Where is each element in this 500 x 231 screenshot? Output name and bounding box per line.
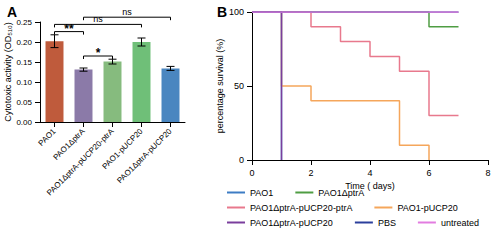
svg-text:Time ( days): Time ( days) [345,181,395,192]
svg-text:PAO1ΔptrA: PAO1ΔptrA [51,126,87,162]
svg-text:PAO1ΔptrA-pUCP20-ptrA: PAO1ΔptrA-pUCP20-ptrA [45,126,116,198]
svg-text:PAO1: PAO1 [250,188,273,198]
svg-text:6: 6 [426,168,431,178]
svg-text:0: 0 [239,155,244,165]
svg-text:PAO1ΔptrA-pUCP20-ptrA: PAO1ΔptrA-pUCP20-ptrA [250,203,352,213]
svg-text:50: 50 [234,81,244,91]
svg-text:*: * [96,46,101,60]
svg-text:untreated: untreated [441,218,479,228]
svg-text:PAO1: PAO1 [37,126,58,147]
svg-text:0.05: 0.05 [16,98,32,107]
svg-text:Cytotoxic activity (OD₅₁₀): Cytotoxic activity (OD₅₁₀) [3,22,13,121]
svg-text:0.15: 0.15 [16,58,32,67]
svg-text:0.25: 0.25 [16,18,32,27]
svg-text:4: 4 [367,168,372,178]
svg-text:0.00: 0.00 [16,118,32,127]
svg-text:percentage survival (%): percentage survival (%) [215,39,225,134]
svg-text:PAO1-pUCP20: PAO1-pUCP20 [397,203,457,213]
svg-text:PBS: PBS [378,218,396,228]
svg-text:ns: ns [122,7,132,17]
svg-text:0.10: 0.10 [16,78,32,87]
svg-text:0.20: 0.20 [16,38,32,47]
svg-text:ns: ns [93,14,103,24]
svg-text:PAO1ΔptrA-pUCP20: PAO1ΔptrA-pUCP20 [115,126,174,185]
svg-text:B: B [217,4,227,20]
svg-text:8: 8 [485,168,490,178]
svg-text:PAO1ΔptrA: PAO1ΔptrA [318,188,364,198]
svg-text:2: 2 [308,168,313,178]
svg-text:0: 0 [249,168,254,178]
svg-text:**: ** [64,22,74,36]
svg-text:PAO1-pUCP20: PAO1-pUCP20 [100,126,145,172]
svg-text:A: A [7,4,17,20]
svg-text:100: 100 [229,7,244,17]
svg-text:PAO1ΔptrA-pUCP20: PAO1ΔptrA-pUCP20 [250,218,333,228]
